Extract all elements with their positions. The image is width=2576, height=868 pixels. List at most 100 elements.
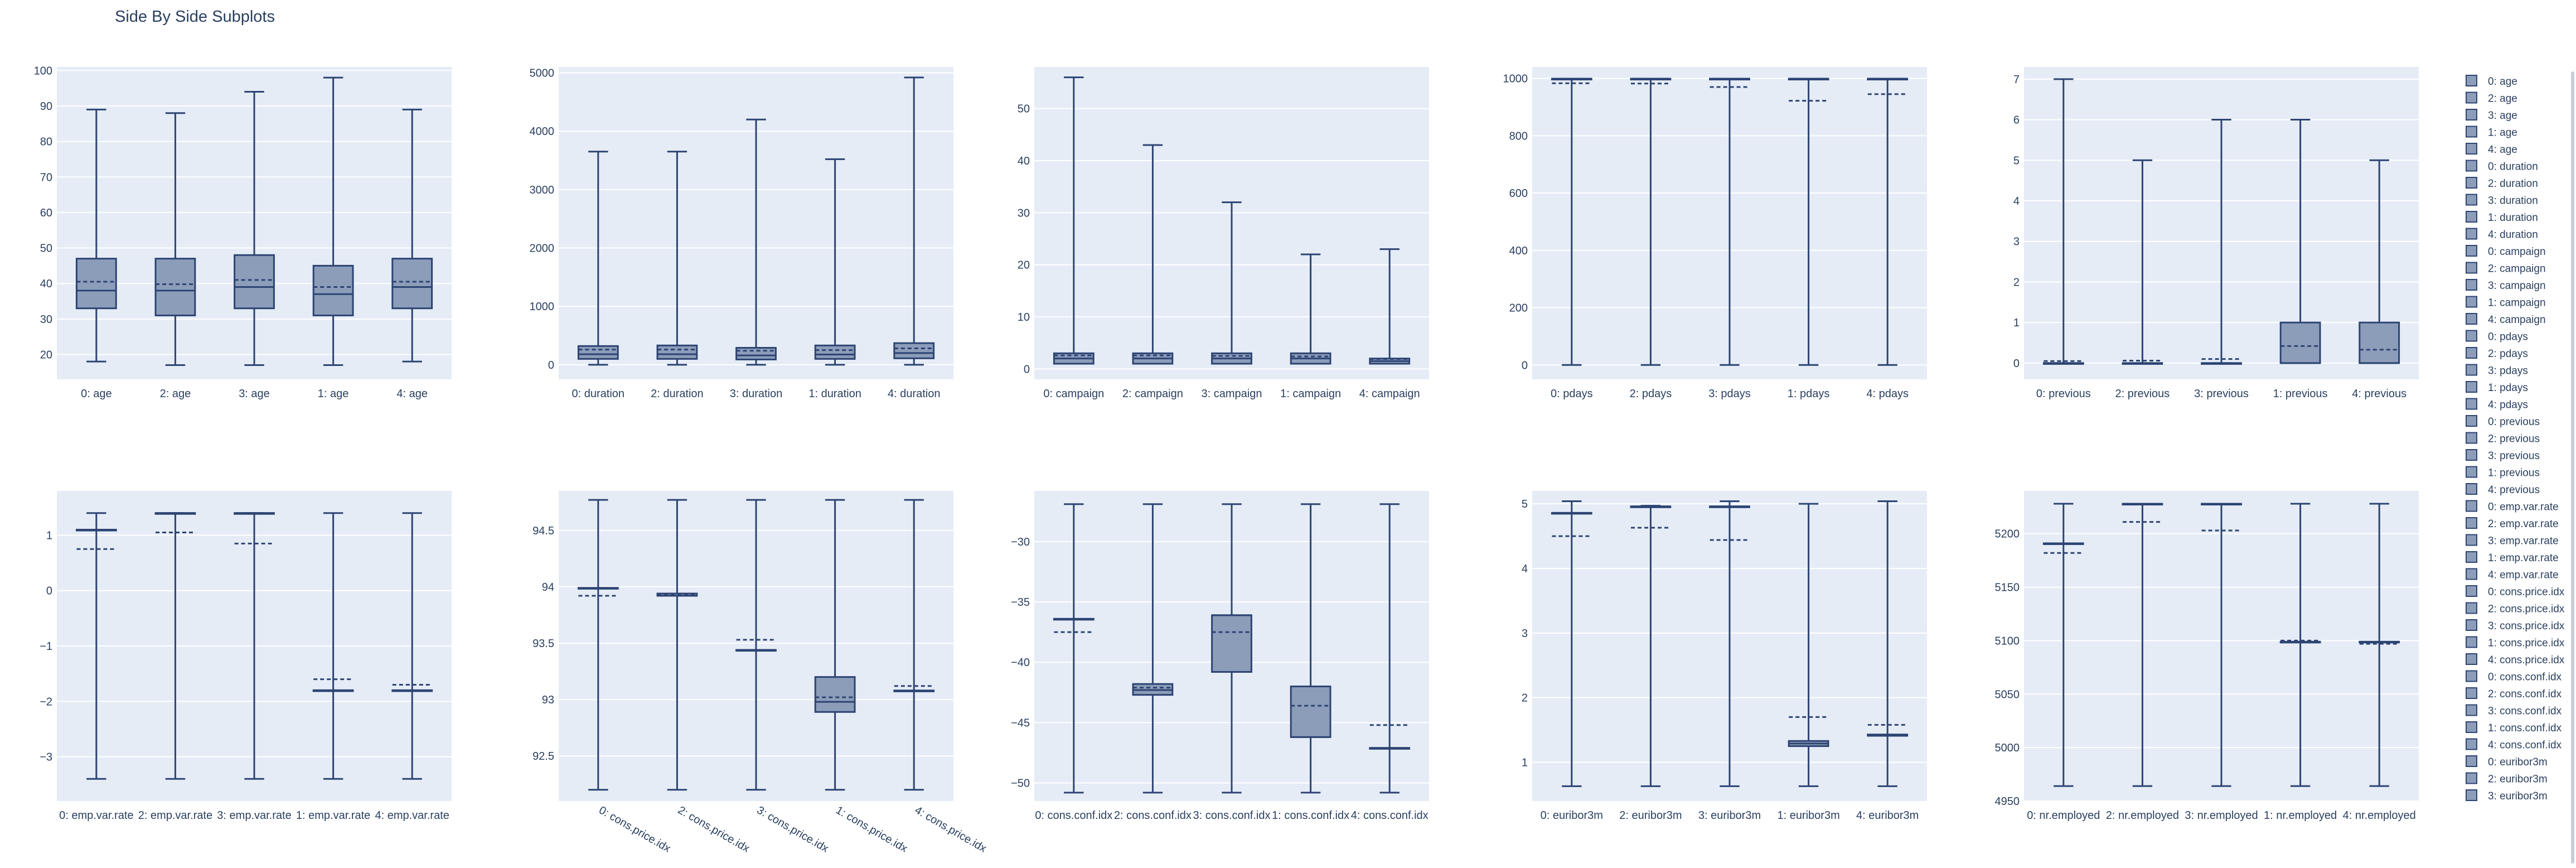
box-4-emp-var-rate[interactable] [391,512,433,780]
box-2-pdays[interactable] [1630,78,1672,366]
box-2-age[interactable] [154,112,196,367]
y-tick-label: 70 [40,171,52,184]
legend-scrollbar[interactable] [2571,71,2574,864]
box-1-emp-var-rate[interactable] [312,512,354,780]
box-2-nr-employed[interactable] [2122,503,2163,787]
box-0-nr-employed[interactable] [2042,503,2084,787]
legend-item[interactable]: 1: pdays [2466,381,2528,394]
box-2-duration[interactable] [656,151,698,366]
legend-item[interactable]: 4: campaign [2466,313,2546,326]
legend-item[interactable]: 2: cons.conf.idx [2466,687,2562,700]
box-3-age[interactable] [234,91,275,367]
legend-item[interactable]: 4: age [2466,143,2517,156]
legend-item[interactable]: 0: cons.conf.idx [2466,670,2562,683]
legend-item[interactable]: 1: cons.conf.idx [2466,721,2562,734]
legend-item[interactable]: 0: previous [2466,415,2540,428]
box-0-campaign[interactable] [1053,76,1095,365]
legend-item[interactable]: 3: cons.price.idx [2466,619,2565,632]
legend-item[interactable]: 0: age [2466,75,2517,88]
box-3-cons-conf-idx[interactable] [1211,503,1252,794]
legend-item[interactable]: 4: pdays [2466,398,2528,411]
legend-item[interactable]: 2: pdays [2466,347,2528,360]
box-2-euribor3m[interactable] [1630,505,1672,787]
legend-item[interactable]: 0: pdays [2466,330,2528,343]
box-0-pdays[interactable] [1551,78,1592,366]
box-2-cons-conf-idx[interactable] [1132,503,1174,794]
legend-item[interactable]: 3: age [2466,109,2517,122]
box-2-cons-price-idx[interactable] [656,499,698,791]
legend-item[interactable]: 2: emp.var.rate [2466,517,2559,530]
legend-item[interactable]: 2: age [2466,91,2517,105]
box-0-cons-price-idx[interactable] [577,499,619,791]
box-3-duration[interactable] [735,118,777,366]
legend-swatch [2466,432,2477,444]
box-4-cons-price-idx[interactable] [893,499,935,791]
box-1-nr-employed[interactable] [2279,503,2321,787]
subplot-campaign: 0 10 20 30 40 50 0: campaign 2: campaign 3: camp… [1018,67,1429,400]
box-3-campaign[interactable] [1211,201,1252,365]
legend-item[interactable]: 3: duration [2466,194,2538,207]
legend-item[interactable]: 4: duration [2466,228,2538,241]
box-0-previous[interactable] [2042,78,2084,365]
legend-item[interactable]: 4: cons.conf.idx [2466,738,2562,751]
box-1-euribor3m[interactable] [1788,503,1829,787]
legend-item[interactable]: 1: cons.price.idx [2466,636,2565,649]
box-3-euribor3m[interactable] [1709,500,1750,787]
legend-item[interactable]: 0: cons.price.idx [2466,585,2565,598]
legend-item[interactable]: 1: previous [2466,466,2540,479]
box-4-euribor3m[interactable] [1867,500,1909,787]
box-3-pdays[interactable] [1709,78,1750,366]
legend-item[interactable]: 3: previous [2466,449,2540,462]
box-4-age[interactable] [391,108,433,363]
box-1-previous[interactable] [2279,119,2321,364]
legend-item[interactable]: 2: campaign [2466,262,2546,275]
box-2-emp-var-rate[interactable] [154,512,196,780]
legend-item[interactable]: 0: duration [2466,160,2538,173]
box-4-nr-employed[interactable] [2359,503,2400,787]
legend-item[interactable]: 2: duration [2466,177,2538,190]
legend-item[interactable]: 3: campaign [2466,279,2546,292]
legend-item[interactable]: 0: euribor3m [2466,755,2548,768]
box-3-cons-price-idx[interactable] [735,499,777,791]
y-tick-label: 5200 [1995,528,2020,541]
box-0-age[interactable] [75,108,117,363]
box-1-pdays[interactable] [1788,78,1829,366]
box-0-cons-conf-idx[interactable] [1053,503,1095,794]
legend-item[interactable]: 3: cons.conf.idx [2466,704,2562,717]
y-tick-label: 4 [1522,563,1528,575]
box-1-campaign[interactable] [1290,253,1331,365]
legend-item[interactable]: 0: emp.var.rate [2466,500,2559,513]
legend-item[interactable]: 2: previous [2466,432,2540,445]
box-2-previous[interactable] [2122,159,2163,365]
box-1-duration[interactable] [814,158,856,366]
box-3-previous[interactable] [2201,119,2242,365]
box-0-euribor3m[interactable] [1551,500,1592,787]
legend-item[interactable]: 4: emp.var.rate [2466,568,2559,581]
box-1-age[interactable] [312,76,354,367]
legend-item[interactable]: 0: campaign [2466,245,2546,258]
legend-swatch [2466,381,2477,393]
legend-item[interactable]: 4: cons.price.idx [2466,653,2565,666]
box-4-cons-conf-idx[interactable] [1369,503,1411,794]
box-0-duration[interactable] [577,151,619,366]
legend-item[interactable]: 1: emp.var.rate [2466,551,2559,564]
legend-item[interactable]: 2: cons.price.idx [2466,602,2565,615]
box-2-campaign[interactable] [1132,144,1174,365]
box-4-duration[interactable] [893,76,935,366]
legend-item[interactable]: 1: duration [2466,211,2538,224]
legend-item[interactable]: 3: euribor3m [2466,789,2548,802]
legend-item[interactable]: 3: pdays [2466,364,2528,377]
legend-item[interactable]: 2: euribor3m [2466,772,2548,785]
box-4-campaign[interactable] [1369,248,1411,365]
box-3-nr-employed[interactable] [2201,503,2242,787]
box-0-emp-var-rate[interactable] [75,512,117,780]
legend-item[interactable]: 1: age [2466,126,2517,139]
box-4-pdays[interactable] [1867,78,1909,366]
box-4-previous[interactable] [2359,159,2400,364]
box-1-cons-conf-idx[interactable] [1290,503,1331,794]
box-1-cons-price-idx[interactable] [814,499,856,791]
legend-item[interactable]: 3: emp.var.rate [2466,534,2559,547]
box-3-emp-var-rate[interactable] [234,512,275,780]
legend-item[interactable]: 4: previous [2466,483,2540,496]
legend-item[interactable]: 1: campaign [2466,296,2546,309]
